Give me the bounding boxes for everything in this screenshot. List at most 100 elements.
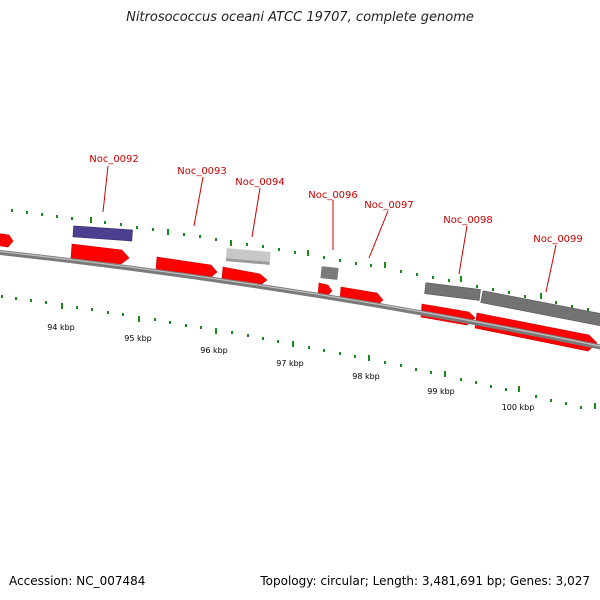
genome-backbone-highlight (0, 250, 600, 347)
leader-noc-0092 (102, 165, 109, 213)
outer-tick (339, 259, 341, 262)
outer-tick (323, 256, 325, 259)
inner-tick-major (215, 328, 217, 334)
feature-noc-0096-gray[interactable] (320, 266, 339, 280)
gene-label-noc-0099[interactable]: Noc_0099 (533, 234, 583, 245)
inner-tick (354, 355, 356, 358)
inner-tick (415, 368, 417, 371)
inner-tick (169, 321, 171, 324)
leader-noc-0094 (251, 187, 261, 238)
outer-tick (432, 276, 434, 279)
inner-tick-major (368, 355, 370, 361)
outer-tick-major (90, 217, 92, 223)
outer-tick-major (460, 276, 462, 282)
outer-tick-track (11, 209, 589, 311)
gene-label-noc-0092[interactable]: Noc_0092 (89, 154, 139, 165)
inner-tick (490, 385, 492, 388)
outer-tick (508, 291, 510, 294)
inner-tick (580, 406, 582, 409)
outer-tick (136, 226, 138, 229)
inner-tick (400, 364, 402, 367)
outer-tick (587, 308, 589, 311)
outer-tick (524, 295, 526, 298)
inner-tick (45, 301, 47, 304)
outer-tick (400, 270, 402, 273)
inner-tick (308, 346, 310, 349)
feature-noc-0098-gray[interactable] (424, 282, 481, 301)
genome-backbone (0, 250, 600, 350)
accession-text: Accession: NC_007484 (9, 574, 146, 588)
inner-tick-major (444, 371, 446, 377)
inner-tick-major (138, 316, 140, 322)
cds-arrow-noc-0094[interactable] (221, 266, 268, 287)
gene-label-noc-0097[interactable]: Noc_0097 (364, 200, 414, 211)
scale-label-100kbp: 100 kbp (502, 403, 535, 412)
genome-summary-text: Topology: circular; Length: 3,481,691 bp… (260, 574, 590, 588)
outer-tick (416, 273, 418, 276)
outer-tick (152, 228, 154, 231)
map-title: Nitrosococcus oceani ATCC 19707, complet… (126, 10, 474, 25)
outer-tick (294, 251, 296, 254)
outer-tick (370, 264, 372, 267)
inner-tick (122, 313, 124, 316)
inner-tick (505, 388, 507, 391)
outer-tick (120, 223, 122, 226)
outer-tick (476, 285, 478, 288)
cds-arrow-noc-0093[interactable] (155, 256, 218, 279)
inner-tick (91, 308, 93, 311)
outer-tick (215, 238, 217, 241)
gene-label-noc-0094[interactable]: Noc_0094 (235, 177, 285, 188)
outer-tick-major (167, 229, 169, 235)
feature-noc-0092-purple[interactable] (72, 225, 133, 242)
outer-tick-major (307, 250, 309, 256)
outer-tick (571, 305, 573, 308)
inner-tick-track (1, 295, 596, 409)
outer-tick (355, 262, 357, 265)
inner-tick-major (61, 303, 63, 309)
scale-label-97kbp: 97 kbp (276, 359, 304, 368)
scale-label-94kbp: 94 kbp (47, 323, 75, 332)
inner-tick (565, 402, 567, 405)
feature-noc-0094-lightgray-edge (225, 258, 270, 265)
outer-tick (278, 248, 280, 251)
inner-tick (30, 299, 32, 302)
inner-tick-major (518, 386, 520, 392)
gene-labels: Noc_0092 Noc_0093 Noc_0094 Noc_0096 Noc_… (89, 154, 583, 245)
feature-noc-0099-gray[interactable] (480, 290, 600, 327)
cds-arrow[interactable] (0, 233, 14, 248)
inner-tick (247, 334, 249, 337)
inner-tick (277, 340, 279, 343)
outer-tick (555, 301, 557, 304)
feature-track-upper (72, 225, 600, 327)
outer-tick (11, 209, 13, 212)
outer-tick (26, 211, 28, 214)
outer-tick (492, 288, 494, 291)
outer-tick (104, 221, 106, 224)
outer-tick-major (384, 262, 386, 268)
inner-tick (475, 381, 477, 384)
outer-tick (71, 217, 73, 220)
outer-tick (246, 243, 248, 246)
outer-tick (448, 279, 450, 282)
cds-arrow-noc-0092[interactable] (70, 243, 130, 265)
inner-tick (200, 326, 202, 329)
gene-label-noc-0096[interactable]: Noc_0096 (308, 190, 358, 201)
gene-label-noc-0093[interactable]: Noc_0093 (177, 166, 227, 177)
outer-tick-major (230, 240, 232, 246)
inner-tick (1, 295, 3, 298)
inner-tick (231, 331, 233, 334)
inner-tick (262, 337, 264, 340)
scale-labels: 94 kbp 95 kbp 96 kbp 97 kbp 98 kbp 99 kb… (47, 323, 534, 412)
outer-tick (56, 215, 58, 218)
leader-noc-0099 (545, 244, 557, 293)
inner-tick (550, 399, 552, 402)
gene-label-noc-0098[interactable]: Noc_0098 (443, 215, 493, 226)
inner-tick (460, 378, 462, 381)
inner-tick (15, 297, 17, 300)
feature-noc-0094-lightgray[interactable] (225, 248, 271, 262)
outer-tick (183, 233, 185, 236)
inner-tick (430, 371, 432, 374)
leader-noc-0097 (368, 210, 389, 259)
